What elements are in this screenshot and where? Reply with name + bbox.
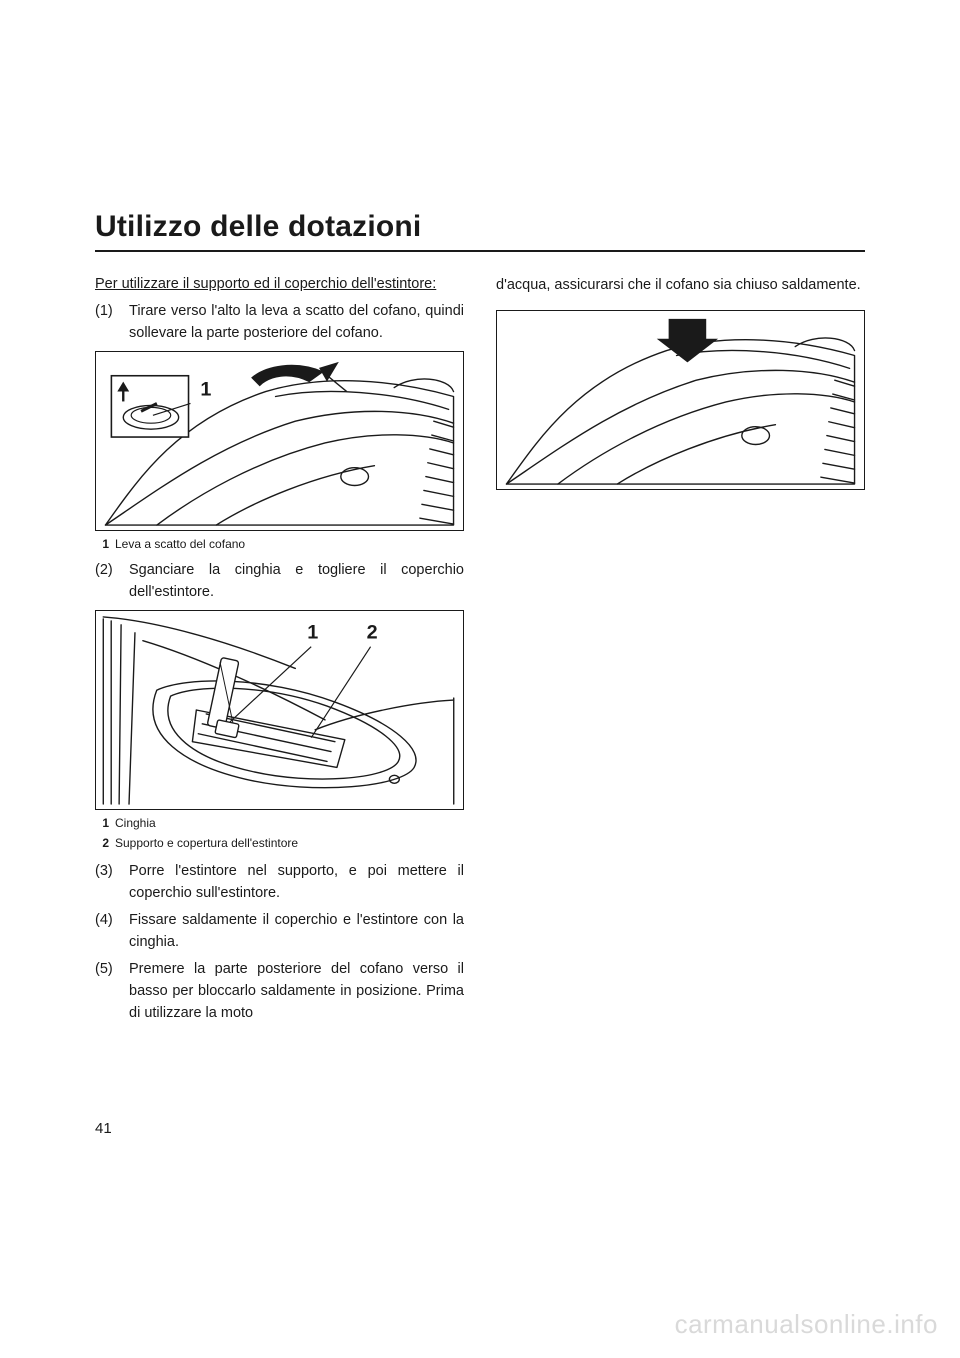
- step-5-num: (5): [95, 958, 129, 1025]
- continuation-text: d'acqua, assicurarsi che il cofano sia c…: [496, 274, 865, 296]
- step-2: (2) Sganciare la cinghia e togliere il c…: [95, 559, 464, 604]
- step-5: (5) Premere la parte posteriore del cofa…: [95, 958, 464, 1025]
- fig2-caption-2: 2 Supporto e copertura dell'estintore: [95, 834, 464, 852]
- fig1-caption-1: 1 Leva a scatto del cofano: [95, 535, 464, 553]
- step-1: (1) Tirare verso l'alto la leva a scatto…: [95, 300, 464, 345]
- fig1-caption-1-num: 1: [95, 535, 109, 553]
- step-1-text: Tirare verso l'alto la leva a scatto del…: [129, 300, 464, 345]
- step-2-num: (2): [95, 559, 129, 604]
- intro-text: Per utilizzare il supporto ed il coperch…: [95, 274, 464, 296]
- fig1-callout-1: 1: [200, 378, 211, 400]
- fig2-callout-1: 1: [307, 621, 318, 643]
- jetski-close-hood-illustration: [497, 311, 864, 489]
- title-rule: [95, 250, 865, 252]
- fig1-caption-1-text: Leva a scatto del cofano: [115, 535, 245, 553]
- step-1-num: (1): [95, 300, 129, 345]
- page: Utilizzo delle dotazioni Per utilizzare …: [0, 0, 960, 1029]
- step-3-num: (3): [95, 860, 129, 905]
- jetski-hood-latch-illustration: 1: [96, 352, 463, 530]
- fig2-caption-1-text: Cinghia: [115, 814, 156, 832]
- hood-latch-lever-icon: [252, 362, 347, 392]
- fig2-caption-2-text: Supporto e copertura dell'estintore: [115, 834, 298, 852]
- fig2-caption-2-num: 2: [95, 834, 109, 852]
- page-title: Utilizzo delle dotazioni: [95, 210, 865, 244]
- fig2-caption-1: 1 Cinghia: [95, 814, 464, 832]
- step-4-text: Fissare saldamente il coperchio e l'esti…: [129, 909, 464, 954]
- step-4: (4) Fissare saldamente il coperchio e l'…: [95, 909, 464, 954]
- step-2-text: Sganciare la cinghia e togliere il coper…: [129, 559, 464, 604]
- latch-inset-icon: [111, 375, 188, 436]
- left-column: Per utilizzare il supporto ed il coperch…: [95, 274, 464, 1029]
- figure-2: 1 2: [95, 610, 464, 810]
- step-3-text: Porre l'estintore nel supporto, e poi me…: [129, 860, 464, 905]
- press-down-arrow-icon: [657, 319, 718, 363]
- extinguisher-compartment-illustration: 1 2: [96, 611, 463, 809]
- right-column: d'acqua, assicurarsi che il cofano sia c…: [496, 274, 865, 1029]
- strap-icon: [207, 657, 239, 737]
- watermark: carmanualsonline.info: [675, 1309, 938, 1340]
- fig2-caption-1-num: 1: [95, 814, 109, 832]
- step-4-num: (4): [95, 909, 129, 954]
- figure-3: [496, 310, 865, 490]
- page-number: 41: [95, 1120, 112, 1137]
- columns: Per utilizzare il supporto ed il coperch…: [95, 274, 865, 1029]
- step-3: (3) Porre l'estintore nel supporto, e po…: [95, 860, 464, 905]
- fig2-callout-2: 2: [367, 621, 378, 643]
- figure-1: 1: [95, 351, 464, 531]
- step-5-text: Premere la parte posteriore del cofano v…: [129, 958, 464, 1025]
